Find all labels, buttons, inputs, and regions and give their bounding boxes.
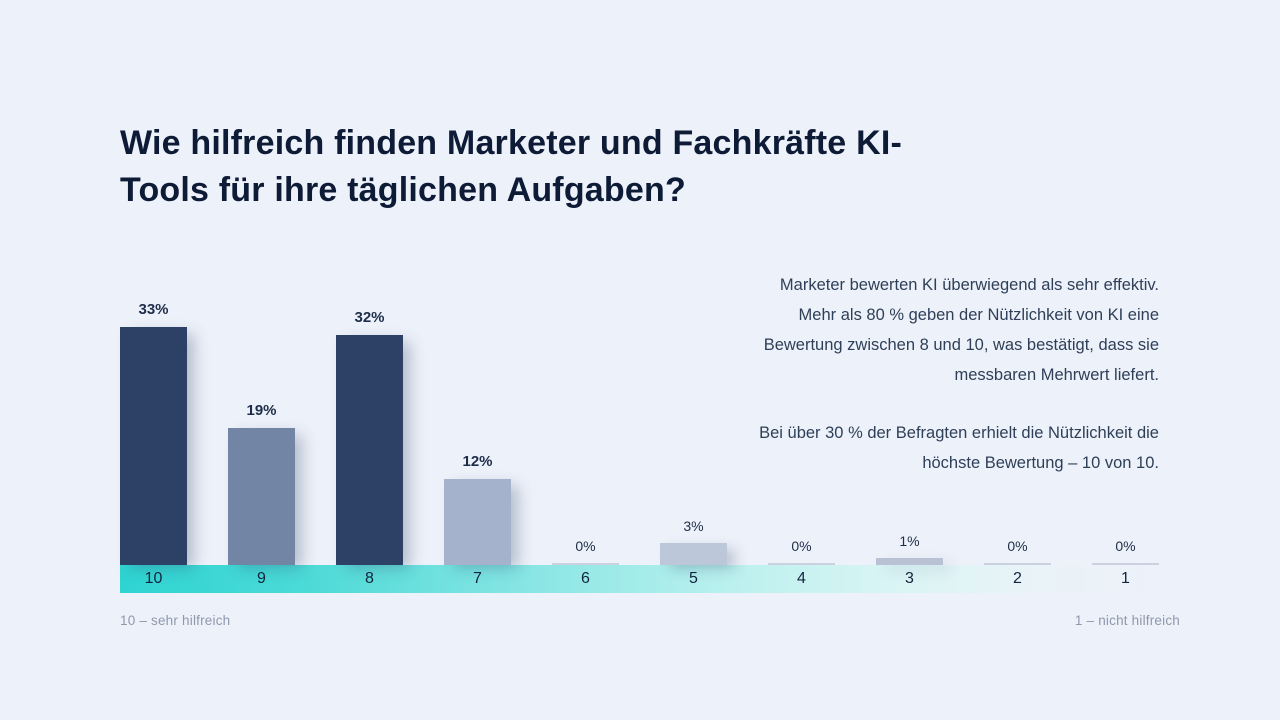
insight-p1-line-1: Marketer bewerten KI überwiegend als seh…: [779, 276, 1159, 294]
bar-rating-9: [228, 428, 295, 565]
chart-column-4: 0% 4: [768, 293, 835, 593]
insight-p1-line-2: Mehr als 80 % geben der Nützlichkeit von…: [798, 306, 1159, 324]
chart-column-9: 19% 9: [228, 293, 295, 593]
bar-value-label-8: 32%: [354, 309, 385, 326]
x-axis-gradient-band: [120, 565, 1159, 593]
chart-column-2: 0% 2: [984, 293, 1051, 593]
insight-paragraph-1: Marketer bewerten KI überwiegend als seh…: [669, 270, 1159, 390]
x-axis-label-5: 5: [689, 570, 698, 587]
x-axis-label-6: 6: [581, 570, 590, 587]
scale-caption-left: 10 – sehr hilfreich: [120, 613, 231, 628]
bar-value-label-4: 0%: [791, 538, 812, 554]
insight-p2-line-1: Bei über 30 % der Befragten erhielt die …: [759, 424, 1159, 442]
scale-caption-right: 1 – nicht hilfreich: [1074, 613, 1180, 628]
x-axis-label-8: 8: [365, 570, 374, 587]
bar-rating-2: [984, 563, 1051, 565]
bar-rating-6: [552, 563, 619, 565]
insight-paragraph-2: Bei über 30 % der Befragten erhielt die …: [669, 418, 1159, 478]
x-axis-label-10: 10: [144, 570, 163, 587]
bar-rating-7: [444, 479, 511, 565]
bar-value-label-7: 12%: [462, 453, 493, 470]
bar-rating-3: [876, 558, 943, 565]
x-axis-label-7: 7: [473, 570, 482, 587]
bar-rating-5: [660, 543, 727, 565]
chart-column-5: 3% 5: [660, 293, 727, 593]
chart-column-1: 0% 1: [1092, 293, 1159, 593]
bar-value-label-6: 0%: [575, 538, 596, 554]
x-axis-label-4: 4: [797, 570, 806, 587]
chart-column-6: 0% 6: [552, 293, 619, 593]
bar-value-label-5: 3%: [683, 518, 704, 534]
bar-value-label-2: 0%: [1007, 538, 1028, 554]
x-axis-label-9: 9: [257, 570, 266, 587]
x-axis-label-2: 2: [1013, 570, 1022, 587]
bar-rating-1: [1092, 563, 1159, 565]
x-axis-label-3: 3: [905, 570, 914, 587]
insight-p2-line-2: höchste Bewertung – 10 von 10.: [922, 454, 1159, 472]
bar-chart: 33% 10 19% 9 32% 8 12% 7 0% 6 3% 5 0% 4 1% 3 0% 2 0% 1: [120, 293, 1159, 593]
bar-rating-4: [768, 563, 835, 565]
page-title-line-2: Tools für ihre täglichen Aufgaben?: [120, 171, 686, 209]
page-title-line-1: Wie hilfreich finden Marketer und Fachkr…: [120, 124, 902, 162]
chart-column-7: 12% 7: [444, 293, 511, 593]
insight-p1-line-3: Bewertung zwischen 8 und 10, was bestäti…: [763, 336, 1159, 354]
x-axis-label-1: 1: [1121, 570, 1130, 587]
insight-text: Marketer bewerten KI überwiegend als seh…: [669, 270, 1159, 478]
chart-column-3: 1% 3: [876, 293, 943, 593]
page-title: Wie hilfreich finden Marketer und Fachkr…: [120, 120, 1100, 214]
bar-value-label-1: 0%: [1115, 538, 1136, 554]
bar-value-label-10: 33%: [138, 301, 169, 318]
chart-column-8: 32% 8: [336, 293, 403, 593]
insight-p1-line-4: messbaren Mehrwert liefert.: [954, 366, 1160, 384]
bar-value-label-3: 1%: [899, 533, 920, 549]
chart-column-10: 33% 10: [120, 293, 187, 593]
bar-value-label-9: 19%: [246, 402, 277, 419]
bar-rating-10: [120, 327, 187, 565]
bar-rating-8: [336, 335, 403, 565]
